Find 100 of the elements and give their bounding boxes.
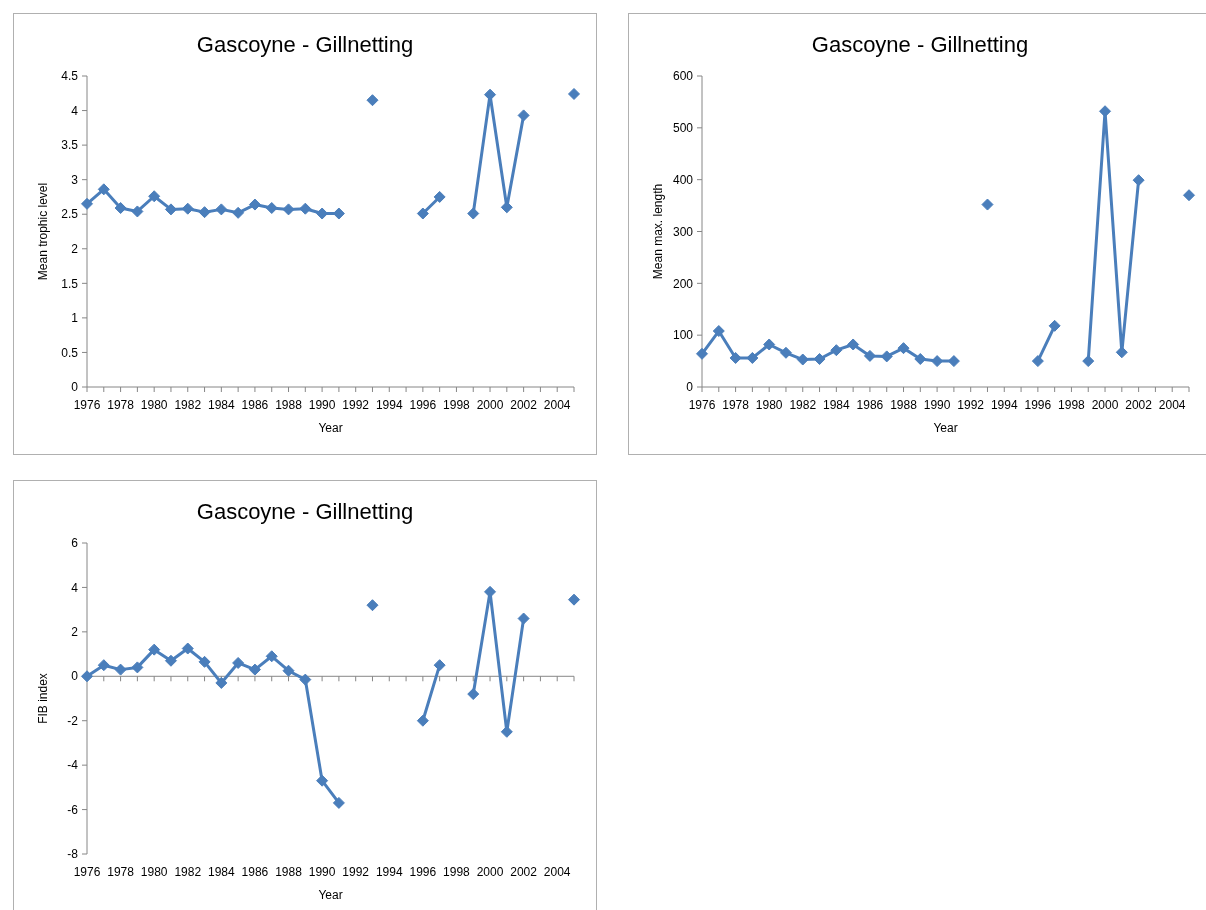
point [198,655,211,668]
point [114,202,127,214]
x-tick-label: 1986 [856,398,884,412]
x-tick-label: 1976 [73,398,101,412]
y-tick-label: 0.5 [61,345,79,360]
point [880,350,893,363]
y-axis-title: FIB index [36,673,50,724]
point [366,599,379,612]
point [467,688,480,701]
x-tick-label: 1976 [688,398,716,412]
x-tick-label: 1998 [1058,398,1086,412]
y-tick-label: 3 [71,172,79,187]
y-tick-label: 6 [71,536,79,551]
x-tick-label: 2004 [1158,398,1186,412]
point [1082,355,1095,368]
x-tick-label: 1990 [308,398,336,412]
y-tick-label: 4 [71,580,79,595]
point [232,656,245,669]
point [517,109,530,122]
point [148,190,161,203]
point [181,202,194,215]
y-tick-label: 4.5 [61,69,79,84]
point [232,206,245,219]
x-tick-label: 1978 [722,398,750,412]
x-tick-label: 1998 [443,865,471,879]
x-axis-title: Year [933,421,958,435]
point [215,676,228,689]
x-tick-label: 1980 [140,865,168,879]
x-tick-label: 1990 [308,865,336,879]
point [299,202,312,215]
x-tick-label: 2000 [1091,398,1119,412]
point [81,670,93,683]
point [729,351,742,364]
point [114,663,127,676]
point [1132,174,1145,187]
x-tick-label: 1982 [174,865,202,879]
x-tick-label: 2004 [543,865,571,879]
point [897,342,910,355]
point [299,673,312,686]
y-tick-label: 0 [71,380,79,395]
point [1183,189,1195,202]
point [830,344,843,357]
x-tick-label: 1992 [342,398,370,412]
y-tick-label: 100 [672,328,694,343]
point [164,203,177,216]
point [467,207,480,220]
x-axis-title: Year [318,421,343,435]
point [316,774,329,787]
point [433,659,446,672]
point [97,183,110,196]
y-tick-label: 0 [71,669,79,684]
point [712,325,725,338]
point [914,353,927,366]
y-tick-label: 200 [672,276,694,291]
y-tick-label: 3.5 [61,138,79,153]
y-tick-label: -2 [67,713,79,728]
x-tick-label: 2004 [543,398,571,412]
y-tick-label: 500 [672,121,694,136]
point [366,94,379,107]
point [131,205,144,218]
point [763,338,776,351]
point [148,643,161,656]
x-tick-label: 1980 [755,398,783,412]
x-tick-label: 1984 [207,398,236,412]
x-tick-label: 1988 [275,865,303,879]
point [97,659,110,672]
point [265,202,278,214]
point [568,87,580,100]
point [282,664,295,677]
x-tick-label: 1984 [207,865,236,879]
x-tick-label: 2000 [476,865,504,879]
point [779,346,792,359]
x-tick-label: 1992 [957,398,985,412]
x-tick-label: 2000 [476,398,504,412]
chart-title: Gascoyne - Gillnetting [811,32,1029,57]
x-tick-label: 1996 [409,398,437,412]
point [265,650,278,663]
x-tick-label: 1976 [73,865,101,879]
point [746,351,759,364]
x-tick-label: 1986 [241,865,269,879]
point [181,642,194,655]
x-tick-label: 1982 [789,398,817,412]
x-tick-label: 1978 [107,398,135,412]
y-tick-label: -6 [67,802,79,817]
point [1031,355,1044,368]
point [433,190,446,203]
y-axis-title: Mean trophic level [36,182,50,281]
y-tick-label: 0 [686,380,694,395]
point [164,654,177,667]
x-tick-label: 2002 [510,865,538,879]
point [863,349,876,362]
point [517,612,530,625]
point [1048,319,1061,332]
x-tick-label: 2002 [1125,398,1153,412]
point [248,663,261,676]
x-tick-label: 1996 [409,865,437,879]
x-axis-title: Year [318,888,343,902]
x-tick-label: 1996 [1024,398,1052,412]
y-tick-label: 400 [672,172,694,187]
chart-title: Gascoyne - Gillnetting [196,499,414,524]
